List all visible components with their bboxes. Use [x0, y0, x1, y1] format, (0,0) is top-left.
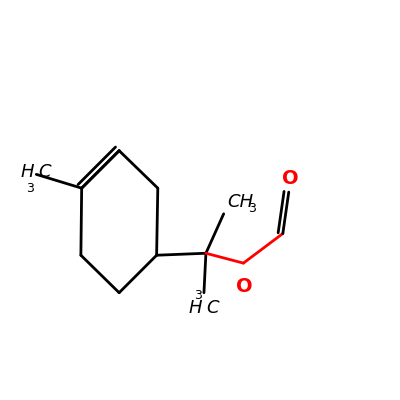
Text: 3: 3	[194, 289, 202, 302]
Text: 3: 3	[248, 202, 256, 214]
Text: O: O	[236, 277, 252, 296]
Text: CH: CH	[227, 193, 253, 211]
Text: 3: 3	[26, 182, 34, 195]
Text: H: H	[188, 299, 202, 317]
Text: H: H	[21, 163, 34, 181]
Text: C: C	[38, 163, 51, 181]
Text: C: C	[206, 299, 218, 317]
Text: O: O	[282, 169, 299, 188]
